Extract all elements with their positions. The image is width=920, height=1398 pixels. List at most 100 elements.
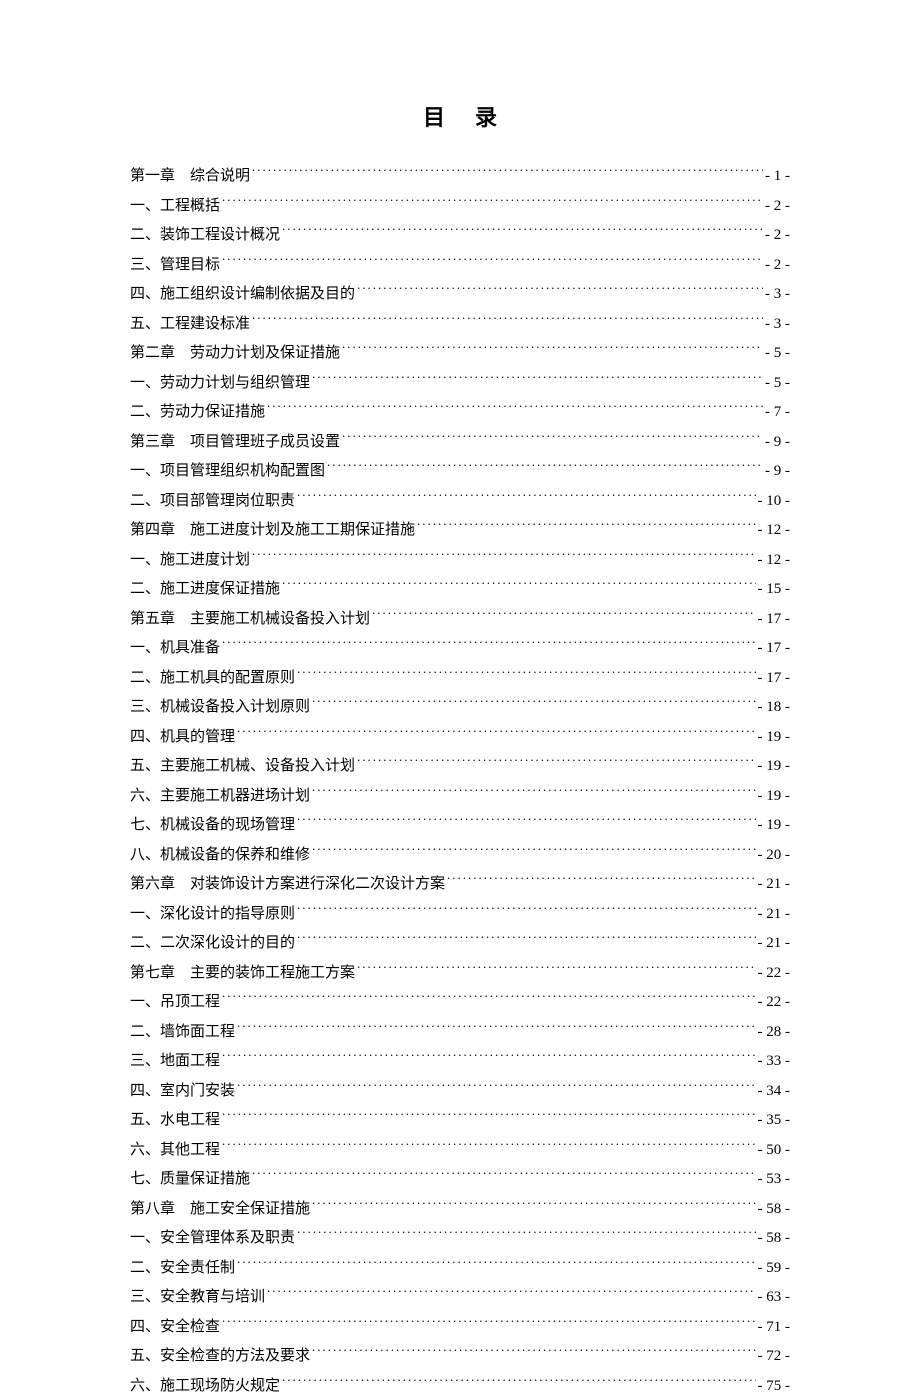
toc-entry-label: 七、质量保证措施 xyxy=(130,1167,250,1191)
toc-leader-dots xyxy=(327,460,763,475)
toc-entry: 第八章 施工安全保证措施- 58 - xyxy=(130,1197,790,1221)
toc-entry-page: - 18 - xyxy=(758,695,791,719)
toc-entry-label: 二、施工机具的配置原则 xyxy=(130,666,295,690)
toc-entry-page: - 17 - xyxy=(758,607,791,631)
toc-entry-label: 二、劳动力保证措施 xyxy=(130,400,265,424)
toc-entry: 二、项目部管理岗位职责- 10 - xyxy=(130,489,790,513)
toc-entry-page: - 19 - xyxy=(758,784,791,808)
toc-entry: 五、主要施工机械、设备投入计划 - 19 - xyxy=(130,754,790,778)
toc-entry: 一、项目管理组织机构配置图- 9 - xyxy=(130,459,790,483)
toc-entry-page: - 1 - xyxy=(765,164,790,188)
toc-entry-page: - 7 - xyxy=(765,400,790,424)
toc-entry-page: - 12 - xyxy=(758,518,791,542)
toc-entry-label: 第七章 主要的装饰工程施工方案 xyxy=(130,961,355,985)
toc-leader-dots xyxy=(252,1168,755,1183)
toc-entry: 第六章 对装饰设计方案进行深化二次设计方案 - 21 - xyxy=(130,872,790,896)
toc-leader-dots xyxy=(312,696,755,711)
toc-leader-dots xyxy=(252,313,763,328)
toc-entry-label: 一、深化设计的指导原则 xyxy=(130,902,295,926)
toc-entry: 四、机具的管理- 19 - xyxy=(130,725,790,749)
toc-entry: 一、工程概括 - 2 - xyxy=(130,194,790,218)
toc-entry: 一、施工进度计划- 12 - xyxy=(130,548,790,572)
toc-entry-label: 一、项目管理组织机构配置图 xyxy=(130,459,325,483)
toc-entry: 四、安全检查- 71 - xyxy=(130,1315,790,1339)
toc-entry-page: - 17 - xyxy=(758,636,791,660)
toc-entry-label: 一、机具准备 xyxy=(130,636,220,660)
toc-entry-page: - 2 - xyxy=(765,223,790,247)
toc-entry-page: - 19 - xyxy=(758,754,791,778)
toc-entry: 二、墙饰面工程- 28 - xyxy=(130,1020,790,1044)
toc-entry: 五、安全检查的方法及要求- 72 - xyxy=(130,1344,790,1368)
toc-entry: 一、深化设计的指导原则 - 21 - xyxy=(130,902,790,926)
toc-leader-dots xyxy=(282,578,755,593)
toc-entry-page: - 34 - xyxy=(758,1079,791,1103)
toc-leader-dots xyxy=(222,1109,755,1124)
toc-entry-page: - 15 - xyxy=(758,577,791,601)
toc-leader-dots xyxy=(297,490,755,505)
toc-entry: 二、装饰工程设计概况 - 2 - xyxy=(130,223,790,247)
toc-leader-dots xyxy=(237,1257,755,1272)
toc-entry-label: 第四章 施工进度计划及施工工期保证措施 xyxy=(130,518,415,542)
toc-entry-page: - 59 - xyxy=(758,1256,791,1280)
toc-entry: 第七章 主要的装饰工程施工方案- 22 - xyxy=(130,961,790,985)
toc-leader-dots xyxy=(237,726,755,741)
toc-entry-page: - 2 - xyxy=(765,194,790,218)
toc-leader-dots xyxy=(417,519,755,534)
toc-leader-dots xyxy=(222,1316,755,1331)
toc-entry: 二、二次深化设计的目的- 21 - xyxy=(130,931,790,955)
toc-entry: 二、劳动力保证措施 - 7 - xyxy=(130,400,790,424)
toc-entry-label: 一、工程概括 xyxy=(130,194,220,218)
toc-entry-label: 三、管理目标 xyxy=(130,253,220,277)
toc-entry: 第二章 劳动力计划及保证措施- 5 - xyxy=(130,341,790,365)
toc-leader-dots xyxy=(222,1139,755,1154)
toc-entry: 一、吊顶工程- 22 - xyxy=(130,990,790,1014)
toc-leader-dots xyxy=(312,785,755,800)
toc-entry-page: - 22 - xyxy=(758,990,791,1014)
toc-entry: 第四章 施工进度计划及施工工期保证措施 - 12 - xyxy=(130,518,790,542)
toc-entry-page: - 9 - xyxy=(765,430,790,454)
toc-entry: 五、水电工程- 35 - xyxy=(130,1108,790,1132)
toc-leader-dots xyxy=(312,372,763,387)
toc-leader-dots xyxy=(357,283,763,298)
toc-entry-page: - 12 - xyxy=(758,548,791,572)
toc-entry-label: 五、工程建设标准 xyxy=(130,312,250,336)
toc-entry: 四、室内门安装 - 34 - xyxy=(130,1079,790,1103)
toc-entry-label: 第六章 对装饰设计方案进行深化二次设计方案 xyxy=(130,872,445,896)
toc-entry-label: 二、装饰工程设计概况 xyxy=(130,223,280,247)
toc-entry-page: - 71 - xyxy=(758,1315,791,1339)
toc-entry-label: 四、机具的管理 xyxy=(130,725,235,749)
toc-list: 第一章 综合说明- 1 -一、工程概括- 2 -二、装饰工程设计概况- 2 -三… xyxy=(130,164,790,1398)
toc-leader-dots xyxy=(222,991,755,1006)
toc-entry-label: 二、二次深化设计的目的 xyxy=(130,931,295,955)
toc-entry-page: - 21 - xyxy=(758,902,791,926)
toc-entry: 第五章 主要施工机械设备投入计划- 17 - xyxy=(130,607,790,631)
toc-leader-dots xyxy=(342,342,763,357)
toc-entry-page: - 5 - xyxy=(765,341,790,365)
toc-entry-label: 二、墙饰面工程 xyxy=(130,1020,235,1044)
toc-entry: 三、地面工程- 33 - xyxy=(130,1049,790,1073)
toc-entry-label: 三、地面工程 xyxy=(130,1049,220,1073)
toc-entry: 六、主要施工机器进场计划- 19 - xyxy=(130,784,790,808)
toc-leader-dots xyxy=(237,1021,755,1036)
toc-entry-page: - 35 - xyxy=(758,1108,791,1132)
toc-entry-label: 八、机械设备的保养和维修 xyxy=(130,843,310,867)
toc-entry-page: - 21 - xyxy=(758,872,791,896)
toc-entry-label: 五、主要施工机械、设备投入计划 xyxy=(130,754,355,778)
toc-leader-dots xyxy=(297,814,755,829)
toc-entry-label: 一、安全管理体系及职责 xyxy=(130,1226,295,1250)
toc-entry-label: 四、室内门安装 xyxy=(130,1079,235,1103)
toc-entry: 二、施工机具的配置原则- 17 - xyxy=(130,666,790,690)
toc-entry-page: - 53 - xyxy=(758,1167,791,1191)
toc-leader-dots xyxy=(372,608,755,623)
toc-entry-page: - 58 - xyxy=(758,1226,791,1250)
toc-leader-dots xyxy=(222,195,763,210)
toc-entry: 二、安全责任制- 59 - xyxy=(130,1256,790,1280)
toc-entry-label: 六、其他工程 xyxy=(130,1138,220,1162)
toc-entry-label: 二、项目部管理岗位职责 xyxy=(130,489,295,513)
toc-leader-dots xyxy=(297,1227,755,1242)
toc-entry: 第三章 项目管理班子成员设置- 9 - xyxy=(130,430,790,454)
toc-entry: 六、其他工程- 50 - xyxy=(130,1138,790,1162)
toc-leader-dots xyxy=(282,224,763,239)
toc-entry-label: 三、安全教育与培训 xyxy=(130,1285,265,1309)
toc-leader-dots xyxy=(222,637,755,652)
